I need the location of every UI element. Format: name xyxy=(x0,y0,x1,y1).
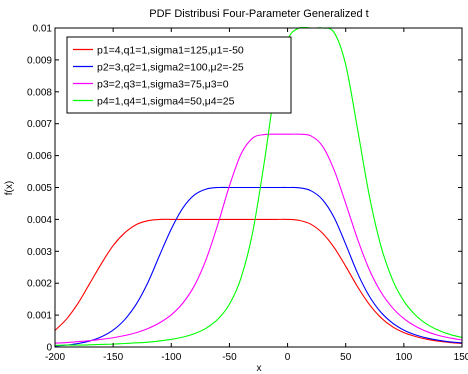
legend-label-2: p2=3,q2=1,sigma2=100,μ2=-25 xyxy=(97,61,244,73)
x-axis-label: x xyxy=(257,363,262,374)
legend-label-4: p4=1,q4=1,sigma4=50,μ4=25 xyxy=(97,95,235,107)
y-tick-label: 0 xyxy=(46,343,52,354)
x-tick-label: -200 xyxy=(45,352,65,363)
series-line-2 xyxy=(55,186,462,347)
y-tick-label: 0.01 xyxy=(33,24,53,35)
legend-label-3: p3=2,q3=1,sigma3=75,μ3=0 xyxy=(97,78,229,90)
y-tick-label: 0.008 xyxy=(27,87,52,98)
y-tick-label: 0.003 xyxy=(27,247,52,258)
x-tick-label: 150 xyxy=(454,352,468,363)
y-tick-label: 0.001 xyxy=(27,311,52,322)
x-tick-label: 50 xyxy=(340,352,352,363)
y-tick-label: 0.009 xyxy=(27,55,52,66)
legend-box xyxy=(66,36,292,114)
series-layer xyxy=(55,27,462,347)
series-line-3 xyxy=(55,133,462,344)
y-tick-label: 0.002 xyxy=(27,279,52,290)
series-line-1 xyxy=(55,218,462,345)
y-tick-label: 0.004 xyxy=(27,215,52,226)
series-line-4 xyxy=(55,27,462,346)
chart-title: PDF Distribusi Four-Parameter Generalize… xyxy=(149,8,368,20)
x-tick-label: 100 xyxy=(396,352,413,363)
x-tick-label: -100 xyxy=(161,352,181,363)
x-tick-label: -50 xyxy=(222,352,237,363)
ticks-layer: -200 -150 -100 -50 0 50 100 150 0 0.001 0.002 0.003… xyxy=(27,24,468,364)
y-axis-label: f(x) xyxy=(4,181,15,195)
x-tick-label: 0 xyxy=(285,352,291,363)
y-tick-label: 0.006 xyxy=(27,151,52,162)
y-tick-label: 0.007 xyxy=(27,119,52,130)
legend-label-1: p1=4,q1=1,sigma1=125,μ1=-50 xyxy=(97,44,244,56)
legend: p1=4,q1=1,sigma1=125,μ1=-50 p2=3,q2=1,sig… xyxy=(66,36,292,114)
y-tick-label: 0.005 xyxy=(27,183,52,194)
x-tick-label: -150 xyxy=(103,352,123,363)
